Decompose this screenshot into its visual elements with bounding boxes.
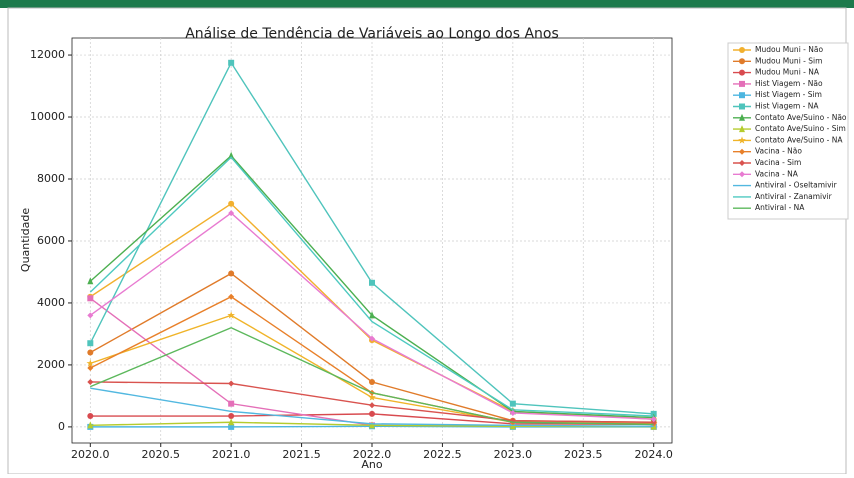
y-tick-label: 10000	[30, 110, 65, 123]
y-tick-label: 0	[58, 420, 65, 433]
y-tick-label: 2000	[37, 358, 65, 371]
legend-label: Hist Viagem - Sim	[755, 90, 822, 99]
marker	[227, 311, 235, 319]
marker	[228, 270, 235, 277]
legend-label: Antiviral - NA	[755, 203, 805, 212]
marker	[739, 103, 745, 110]
x-tick-label: 2021.0	[212, 448, 251, 461]
x-tick-label: 2023.5	[564, 448, 603, 461]
marker	[87, 277, 94, 285]
marker	[228, 200, 235, 207]
marker	[87, 421, 94, 429]
marker	[228, 210, 235, 217]
marker	[87, 340, 94, 347]
series-line	[90, 326, 654, 426]
marker	[87, 365, 94, 372]
marker	[739, 125, 745, 133]
marker	[650, 416, 657, 423]
legend-label: Mudou Muni - NA	[755, 68, 820, 77]
legend-label: Hist Viagem - Não	[755, 79, 823, 88]
legend-label: Contato Ave/Suino - Não	[755, 113, 847, 122]
legend-label: Contato Ave/Suino - NA	[755, 135, 843, 144]
marker	[368, 393, 376, 401]
series-line	[89, 156, 654, 417]
marker	[369, 402, 375, 409]
marker	[369, 279, 375, 286]
x-axis-label: Ano	[361, 458, 382, 471]
marker	[739, 160, 745, 166]
marker	[739, 92, 745, 99]
marker	[739, 80, 745, 87]
marker	[739, 113, 745, 121]
marker	[228, 413, 235, 420]
legend-label: Antiviral - Oseltamivir	[755, 181, 838, 190]
marker	[739, 47, 745, 53]
marker	[87, 295, 94, 302]
legend-label: Vacina - NA	[755, 169, 799, 178]
marker	[228, 423, 235, 430]
y-tick-label: 6000	[37, 234, 65, 247]
top-bar	[0, 0, 854, 8]
marker	[87, 312, 94, 319]
marker	[86, 359, 95, 367]
legend-label: Vacina - Não	[755, 147, 802, 156]
marker	[228, 151, 235, 159]
legend-label: Vacina - Sim	[755, 158, 801, 167]
y-tick-label: 8000	[37, 172, 65, 185]
marker	[369, 421, 375, 429]
marker	[369, 311, 375, 319]
marker	[228, 293, 235, 300]
marker	[87, 349, 94, 356]
y-tick-label: 12000	[30, 48, 65, 61]
x-tick-label: 2020.5	[141, 448, 180, 461]
marker	[87, 413, 94, 420]
marker	[228, 400, 235, 407]
legend-label: Mudou Muni - Não	[755, 45, 823, 54]
chart-title: Análise de Tendência de Variáveis ao Lon…	[185, 26, 559, 42]
marker	[369, 410, 375, 417]
x-tick-label: 2020.0	[71, 448, 110, 461]
marker	[739, 58, 745, 65]
x-tick-label: 2021.5	[282, 448, 321, 461]
legend-label: Hist Viagem - NA	[755, 102, 819, 111]
marker	[228, 418, 235, 426]
y-tick-label: 4000	[37, 296, 65, 309]
marker	[87, 378, 94, 385]
x-tick-label: 2022.0	[353, 448, 392, 461]
marker	[739, 69, 745, 76]
marker	[369, 378, 375, 385]
marker	[228, 380, 235, 387]
series-line	[90, 387, 654, 427]
x-tick-label: 2022.5	[423, 448, 462, 461]
marker	[369, 335, 375, 342]
frame	[7, 7, 847, 475]
marker	[739, 148, 745, 155]
marker	[509, 400, 516, 407]
x-tick-label: 2023.0	[494, 448, 533, 461]
marker	[739, 171, 745, 178]
x-tick-label: 2024.0	[634, 448, 673, 461]
marker	[738, 136, 746, 144]
marker	[509, 409, 516, 416]
marker	[228, 59, 235, 66]
y-axis-label: Quantidade	[19, 208, 32, 272]
legend-label: Antiviral - Zanamivir	[755, 192, 833, 201]
legend-label: Contato Ave/Suino - Sim	[755, 124, 846, 133]
legend-label: Mudou Muni - Sim	[755, 56, 822, 65]
